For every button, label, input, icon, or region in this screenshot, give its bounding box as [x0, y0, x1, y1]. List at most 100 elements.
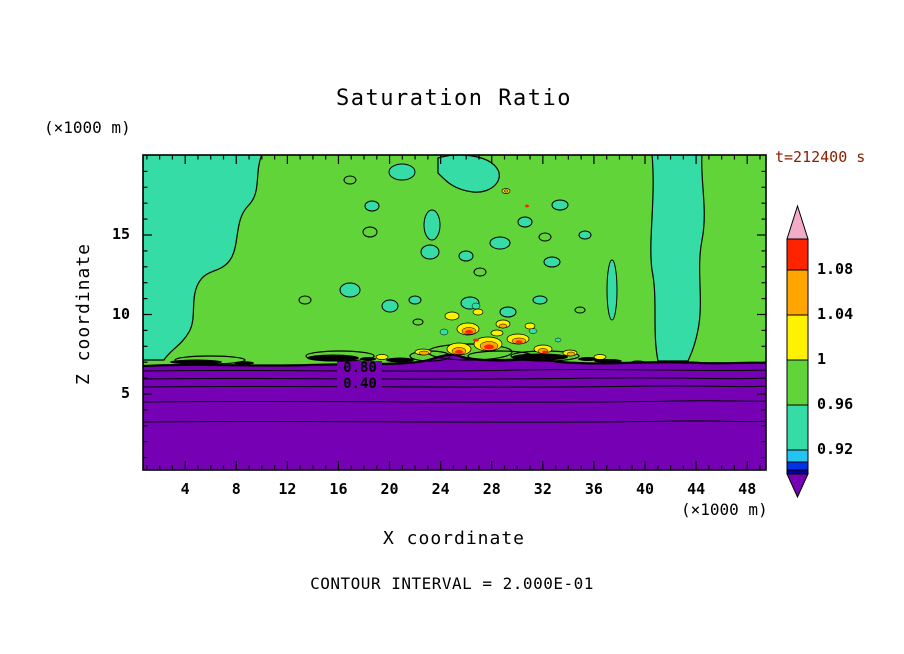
spots-orange	[503, 189, 509, 193]
contour-line-060	[143, 377, 766, 380]
contour-rings	[412, 318, 424, 326]
spots-orange	[566, 351, 576, 357]
region-subcloud-purple	[143, 354, 766, 470]
spots-yellow	[524, 322, 536, 330]
teal-patches	[532, 295, 548, 305]
spots-orange	[418, 350, 430, 356]
contour-rings	[362, 226, 378, 238]
spots-yellow	[375, 354, 389, 360]
colorbar-segment	[786, 449, 809, 463]
spots-red	[484, 344, 494, 350]
spots-yellow	[490, 329, 504, 337]
teal-patches	[364, 200, 380, 212]
colorbar-segment	[786, 359, 809, 406]
teal-patches	[420, 244, 440, 260]
cloud-band-blobs	[170, 359, 222, 365]
spots-red	[542, 350, 548, 354]
cloud-band-blobs	[360, 357, 376, 361]
colorbar-segment	[786, 314, 809, 361]
y-axis-unit-label: (×1000 m)	[44, 118, 131, 137]
x-tick-label: 44	[687, 480, 706, 498]
x-tick-label: 32	[533, 480, 552, 498]
x-tick-label: 40	[635, 480, 655, 498]
colorbar-tick-label: 1	[817, 350, 827, 368]
teal-patches	[388, 163, 416, 181]
colorbar-segment	[786, 469, 809, 475]
colorbar-segment	[786, 238, 809, 271]
cloud-band-blobs	[594, 359, 622, 363]
contour-label-040-bg	[337, 377, 382, 391]
cloud-band-blobs	[234, 361, 254, 365]
contour-line-080	[143, 368, 766, 372]
y-tick-label: 15	[111, 225, 130, 243]
spots-red	[515, 340, 523, 344]
spots-yellow	[472, 308, 484, 316]
contour-rings	[473, 267, 487, 277]
x-tick-label: 36	[584, 480, 603, 498]
teal-patches	[551, 199, 569, 211]
spots-teal	[528, 328, 538, 334]
cloud-band-blobs	[512, 353, 568, 361]
contour-line-040	[143, 385, 766, 388]
teal-patches	[458, 250, 474, 262]
contour-label-080: 0.80	[343, 360, 377, 376]
spots-teal	[439, 328, 449, 336]
cloud-band-blobs	[307, 354, 359, 362]
x-tick-label: 48	[738, 480, 757, 498]
colorbar-arrow-top	[786, 204, 809, 240]
colorbar-segment	[786, 404, 809, 451]
colorbar-segment	[786, 269, 809, 316]
teal-patches	[517, 216, 533, 228]
colorbar-tick-label: 1.04	[817, 305, 854, 323]
x-tick-label: 24	[431, 480, 450, 498]
x-tick-label: 16	[329, 480, 348, 498]
colorbar-tick-label: 0.92	[817, 440, 854, 458]
x-tick-label: 20	[380, 480, 399, 498]
chart-title: Saturation Ratio	[336, 86, 572, 111]
region-teal-left	[143, 155, 263, 361]
teal-patches	[489, 236, 511, 250]
spots-red	[473, 338, 479, 342]
x-tick-label: 8	[231, 480, 241, 498]
contour-rings	[298, 295, 312, 305]
contour-line-low	[143, 420, 766, 423]
x-tick-label: 4	[180, 480, 190, 498]
colorbar-tick-label: 1.08	[817, 260, 854, 278]
field-region: 0.800.40	[143, 155, 766, 470]
contour-rings	[538, 232, 552, 242]
contour-rings	[343, 175, 357, 185]
y-tick-label: 10	[111, 304, 130, 323]
teal-patches	[499, 306, 517, 318]
colorbar	[786, 204, 809, 499]
spots-orange	[498, 323, 508, 329]
teal-patches	[381, 299, 399, 313]
contour-rings	[574, 306, 586, 314]
contour-line-020	[143, 400, 766, 403]
spots-red	[455, 350, 463, 354]
colorbar-arrow-bottom	[786, 473, 809, 499]
colorbar-segment	[786, 461, 809, 471]
teal-patches	[423, 209, 441, 241]
cloud-band-blobs	[386, 357, 414, 363]
spots-yellow	[444, 311, 460, 321]
spots-red	[465, 330, 473, 334]
teal-patches	[339, 282, 361, 298]
x-tick-label: 12	[278, 480, 297, 498]
spots-red	[525, 204, 529, 208]
teal-patches	[543, 256, 561, 268]
teal-patches	[606, 259, 618, 321]
plot-frame	[142, 154, 767, 471]
cloud-band-blobs	[631, 360, 645, 364]
contour-label-040: 0.40	[343, 376, 377, 392]
contour-cloud-base	[143, 353, 766, 368]
region-teal-right	[650, 155, 705, 362]
x-axis-title: X coordinate	[382, 528, 526, 549]
x-axis-unit-label: (×1000 m)	[681, 500, 768, 519]
contour-interval-label: CONTOUR INTERVAL = 2.000E-01	[310, 574, 594, 593]
cloud-band-blobs	[578, 357, 598, 361]
time-label: t=212400 s	[775, 148, 866, 166]
y-tick-label: 5	[120, 384, 130, 402]
teal-patches	[408, 295, 422, 305]
